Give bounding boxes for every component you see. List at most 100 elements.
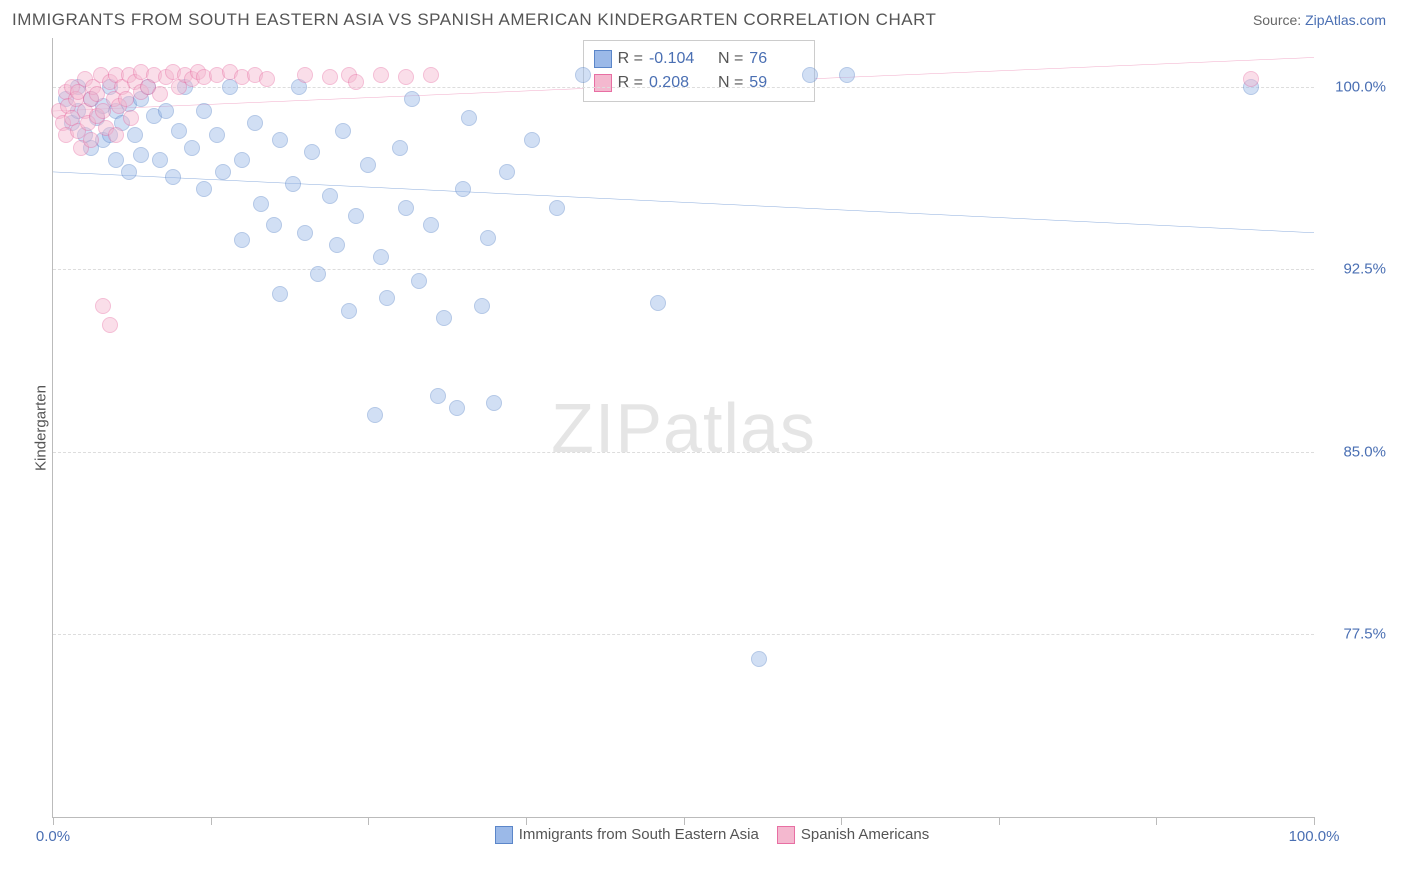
data-point [89,86,105,102]
n-value: 59 [749,71,804,95]
legend-swatch [495,826,513,844]
data-point [348,74,364,90]
data-point [165,169,181,185]
trend-line [53,172,1314,233]
data-point [367,407,383,423]
data-point [398,200,414,216]
data-point [449,400,465,416]
data-point [499,164,515,180]
data-point [751,651,767,667]
data-point [127,127,143,143]
legend-swatch [777,826,795,844]
data-point [436,310,452,326]
watermark: ZIPatlas [551,388,816,468]
y-tick-label: 100.0% [1335,78,1386,95]
data-point [455,181,471,197]
data-point [461,110,477,126]
data-point [1243,71,1259,87]
x-tick [211,817,212,825]
data-point [360,157,376,173]
data-point [398,69,414,85]
chart-title: IMMIGRANTS FROM SOUTH EASTERN ASIA VS SP… [12,10,936,30]
data-point [209,127,225,143]
x-tick [841,817,842,825]
data-point [392,140,408,156]
data-point [411,273,427,289]
data-point [108,127,124,143]
data-point [184,140,200,156]
data-point [121,164,137,180]
data-point [118,91,134,107]
y-tick-label: 85.0% [1343,443,1386,460]
data-point [524,132,540,148]
chart-container: Kindergarten ZIPatlas R =-0.104N =76R =0… [12,38,1394,848]
source-link[interactable]: ZipAtlas.com [1305,12,1386,28]
data-point [341,303,357,319]
n-label: N = [718,47,743,71]
data-point [266,217,282,233]
y-tick-label: 77.5% [1343,626,1386,643]
stats-legend-row: R =0.208 N =59 [594,71,805,95]
data-point [650,295,666,311]
source-attribution: Source: ZipAtlas.com [1253,12,1386,28]
chart-header: IMMIGRANTS FROM SOUTH EASTERN ASIA VS SP… [0,0,1406,38]
r-value: -0.104 [649,47,704,71]
x-tick [368,817,369,825]
data-point [158,103,174,119]
source-label: Source: [1253,12,1301,28]
x-tick [684,817,685,825]
data-point [575,67,591,83]
series-legend: Immigrants from South Eastern Asia Spanis… [12,826,1394,844]
data-point [423,67,439,83]
data-point [152,152,168,168]
data-point [123,110,139,126]
data-point [379,290,395,306]
data-point [322,188,338,204]
legend-label: Spanish Americans [801,826,929,843]
r-label: R = [618,47,643,71]
gridline [53,269,1314,270]
data-point [802,67,818,83]
n-value: 76 [749,47,804,71]
data-point [430,388,446,404]
data-point [171,123,187,139]
stats-legend-row: R =-0.104 N =76 [594,47,805,71]
data-point [253,196,269,212]
data-point [404,91,420,107]
data-point [549,200,565,216]
data-point [234,232,250,248]
r-label: R = [618,71,643,95]
n-label: N = [718,71,743,95]
data-point [839,67,855,83]
data-point [297,67,313,83]
x-tick [1156,817,1157,825]
r-value: 0.208 [649,71,704,95]
data-point [310,266,326,282]
x-tick [1314,817,1315,825]
data-point [133,147,149,163]
data-point [335,123,351,139]
data-point [272,132,288,148]
data-point [373,249,389,265]
data-point [247,115,263,131]
data-point [348,208,364,224]
data-point [234,152,250,168]
legend-label: Immigrants from South Eastern Asia [519,826,759,843]
data-point [152,86,168,102]
data-point [215,164,231,180]
data-point [297,225,313,241]
y-tick-label: 92.5% [1343,261,1386,278]
legend-swatch [594,50,612,68]
gridline [53,87,1314,88]
data-point [95,298,111,314]
data-point [83,132,99,148]
data-point [259,71,275,87]
x-tick [526,817,527,825]
data-point [322,69,338,85]
plot-area: Kindergarten ZIPatlas R =-0.104N =76R =0… [52,38,1314,818]
x-tick [53,817,54,825]
data-point [304,144,320,160]
data-point [285,176,301,192]
stats-legend: R =-0.104 N =76 R =0.208 N =59 [583,40,816,102]
data-point [102,317,118,333]
